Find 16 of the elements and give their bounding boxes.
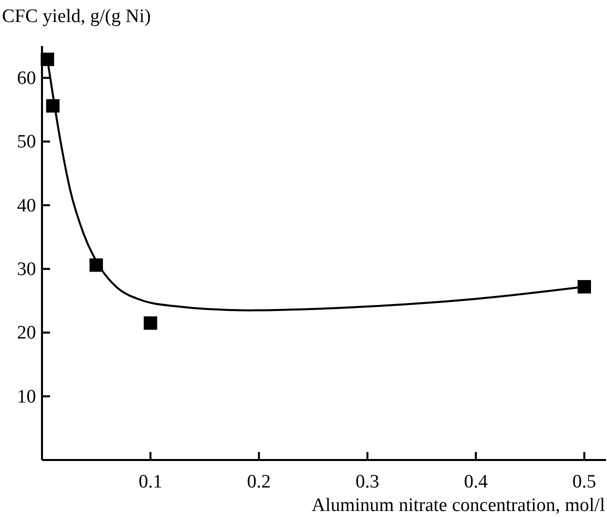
y-tick-label: 20 [17, 322, 36, 344]
x-tick-label: 0.2 [247, 471, 271, 492]
y-axis-title: CFC yield, g/(g Ni) [2, 6, 151, 27]
x-tick-label: 0.5 [572, 471, 596, 492]
y-tick-label: 60 [17, 68, 36, 89]
point [578, 280, 592, 294]
x-axis-title: Aluminum nitrate concentration, mol/l [312, 495, 605, 516]
y-tick-label: 40 [17, 195, 36, 216]
x-tick-label: 0.3 [356, 471, 380, 492]
y-tick-label: 30 [17, 259, 36, 280]
point [40, 52, 54, 66]
point [144, 316, 158, 330]
y-tick-label: 10 [17, 386, 36, 408]
x-tick-label: 0.4 [464, 471, 488, 492]
x-tick-label: 0.1 [138, 471, 162, 492]
y-tick-label: 50 [17, 132, 36, 153]
